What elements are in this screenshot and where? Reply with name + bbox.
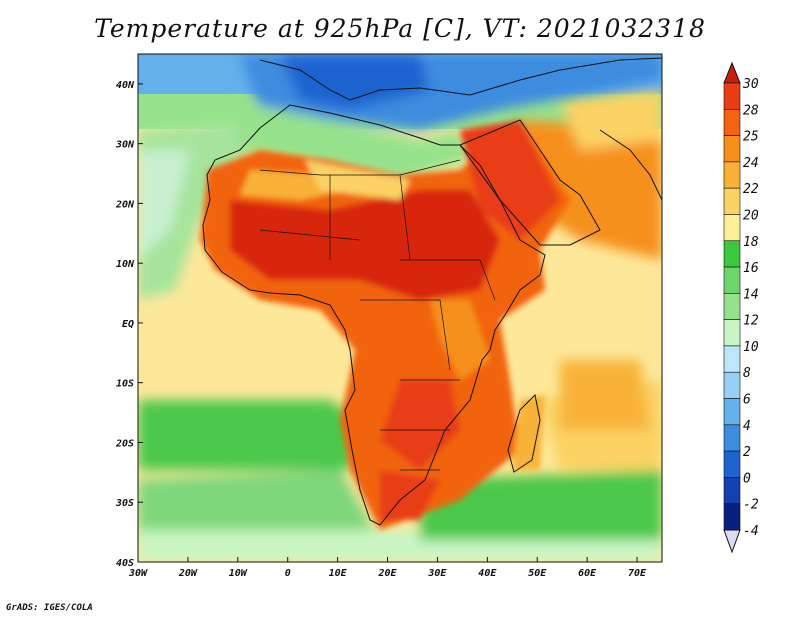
europe-coast	[259, 57, 662, 101]
arabia-warm	[520, 120, 662, 260]
colorbar-swatch	[723, 503, 741, 531]
lon-tick-label: 0	[285, 568, 291, 579]
madagascar-coastline	[507, 393, 541, 473]
colorbar-label: 18	[743, 235, 759, 250]
colorbar-label: 28	[743, 103, 759, 118]
colorbar-label: 20	[743, 208, 759, 223]
lon-tick-label: 70E	[628, 568, 647, 579]
coastlines	[202, 57, 662, 526]
lat-tick-label: 20N	[115, 199, 135, 210]
lon-tick-label: 30E	[427, 568, 447, 579]
lon-tick-label: 60E	[578, 568, 597, 579]
colorbar-label: 10	[743, 340, 759, 355]
colorbar-label: 12	[743, 314, 759, 329]
madagascar-warm	[512, 395, 545, 470]
south-indian-green	[420, 470, 662, 540]
lat-tick-label: 30S	[115, 498, 134, 509]
colorbar-label: 8	[743, 366, 751, 381]
colorbar-swatch	[723, 161, 741, 189]
colorbar-swatch	[723, 266, 741, 294]
lon-tick-label: 20E	[377, 568, 397, 579]
arabian-peninsula	[459, 119, 601, 246]
lat-tick-label: 10N	[116, 259, 135, 270]
colorbar-top-arrow	[723, 61, 741, 84]
colorbar-swatch	[723, 424, 741, 452]
africa-coastline	[202, 104, 546, 526]
country-borders-south	[360, 299, 460, 471]
lon-tick-label: 20W	[178, 568, 198, 579]
colorbar-swatch	[723, 293, 741, 320]
colorbar-label: 16	[743, 261, 759, 276]
lon-tick-label: 30W	[128, 568, 148, 579]
colorbar-swatch	[723, 82, 741, 110]
india-coast	[599, 129, 662, 201]
colorbar-label: -2	[743, 498, 759, 513]
colorbar-bottom-arrow	[723, 529, 741, 554]
colorbar-label: 0	[743, 471, 751, 486]
colorbar-swatch	[723, 240, 741, 268]
lat-tick-label: 20S	[115, 438, 134, 449]
lat-tick-label: 10S	[116, 379, 134, 390]
colorbar-label: 14	[743, 287, 759, 302]
lon-tick-label: 50E	[528, 568, 547, 579]
axis-ticks: 30W 20W 10W 0 10E 20E 30E 40E 50E 60E 70E 40N 30N 20N…	[115, 80, 647, 579]
map-frame	[137, 53, 663, 563]
colorbar-swatch	[723, 214, 741, 242]
lat-tick-label: 40S	[116, 558, 134, 569]
colorbar-swatch	[723, 371, 741, 399]
colorbar-label: 25	[743, 130, 759, 145]
colorbar-label: 22	[743, 182, 759, 197]
lat-tick-label: 40N	[116, 80, 135, 91]
colorbar-label: 4	[743, 419, 751, 434]
lat-tick-label: 30N	[115, 140, 135, 151]
colorbar-label: 24	[743, 156, 759, 171]
colorbar-swatch	[723, 319, 741, 347]
sahel-hot-core	[230, 190, 500, 300]
colorbar-swatch	[723, 108, 741, 136]
colorbar-label: 6	[743, 393, 751, 408]
colorbar-swatch	[723, 187, 741, 215]
south-atlantic-green	[138, 400, 360, 470]
colorbar-swatch	[723, 345, 741, 373]
software-credit: GrADS: IGES/COLA	[6, 603, 93, 613]
country-borders-mid	[259, 174, 496, 301]
lon-tick-label: 40E	[478, 568, 497, 579]
colorbar-swatch	[723, 398, 741, 426]
colorbar-swatch	[723, 450, 741, 478]
colorbar-label: 30	[742, 77, 759, 92]
colorbar-swatch	[723, 477, 741, 505]
temperature-field	[138, 54, 662, 562]
lon-tick-label: 10E	[329, 568, 348, 579]
lat-tick-label: EQ	[122, 319, 134, 330]
country-borders-north	[259, 159, 461, 176]
colorbar-label: -4	[743, 524, 759, 539]
lon-tick-label: 10W	[229, 568, 248, 579]
map-title: Temperature at 925hPa [C], VT: 202103231…	[94, 14, 706, 43]
colorbar-swatch	[723, 135, 741, 163]
colorbar-label: 2	[743, 445, 751, 460]
